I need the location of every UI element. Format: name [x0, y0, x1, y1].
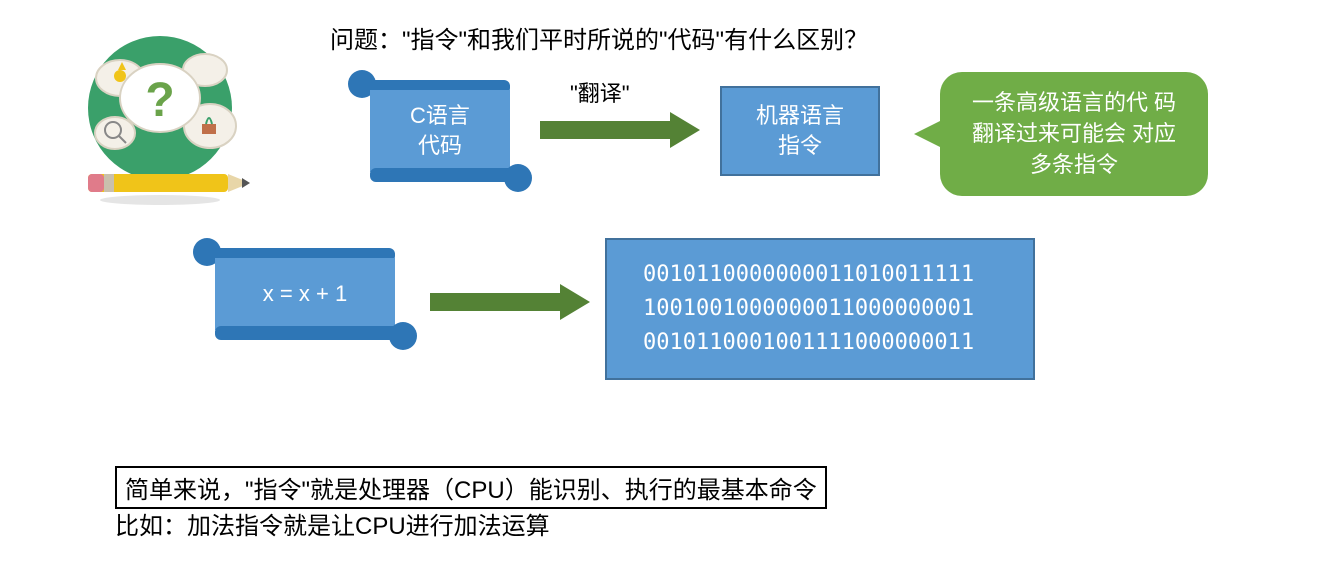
question-thought-icon: ? — [60, 28, 260, 208]
note-bubble-tail — [914, 120, 942, 148]
translate-arrow-1: "翻译" — [540, 112, 700, 148]
translate-arrow-2 — [430, 284, 590, 320]
note-bubble: 一条高级语言的代 码翻译过来可能会 对应多条指令 — [940, 72, 1208, 196]
binary-box: 0010110000000011010011111 10010010000000… — [605, 238, 1035, 380]
c-code-label: C语言 代码 — [370, 90, 510, 172]
svg-text:?: ? — [145, 74, 174, 127]
translate-label: "翻译" — [570, 76, 630, 108]
question-text: 问题："指令"和我们平时所说的"代码"有什么区别？ — [330, 20, 868, 55]
summary-plain: 比如：加法指令就是让CPU进行加法运算 — [115, 506, 550, 541]
diagram-canvas: ? 问题："指令"和我们平时所说的"代码"有什么区别？ C语言 代码 " — [0, 0, 1338, 569]
machine-instruction-box: 机器语言 指令 — [720, 86, 880, 176]
c-code-scroll: C语言 代码 — [370, 90, 510, 172]
x-code-label: x = x + 1 — [215, 258, 395, 330]
summary-boxed: 简单来说，"指令"就是处理器（CPU）能识别、执行的最基本命令 — [115, 466, 827, 509]
x-code-scroll: x = x + 1 — [215, 258, 395, 330]
